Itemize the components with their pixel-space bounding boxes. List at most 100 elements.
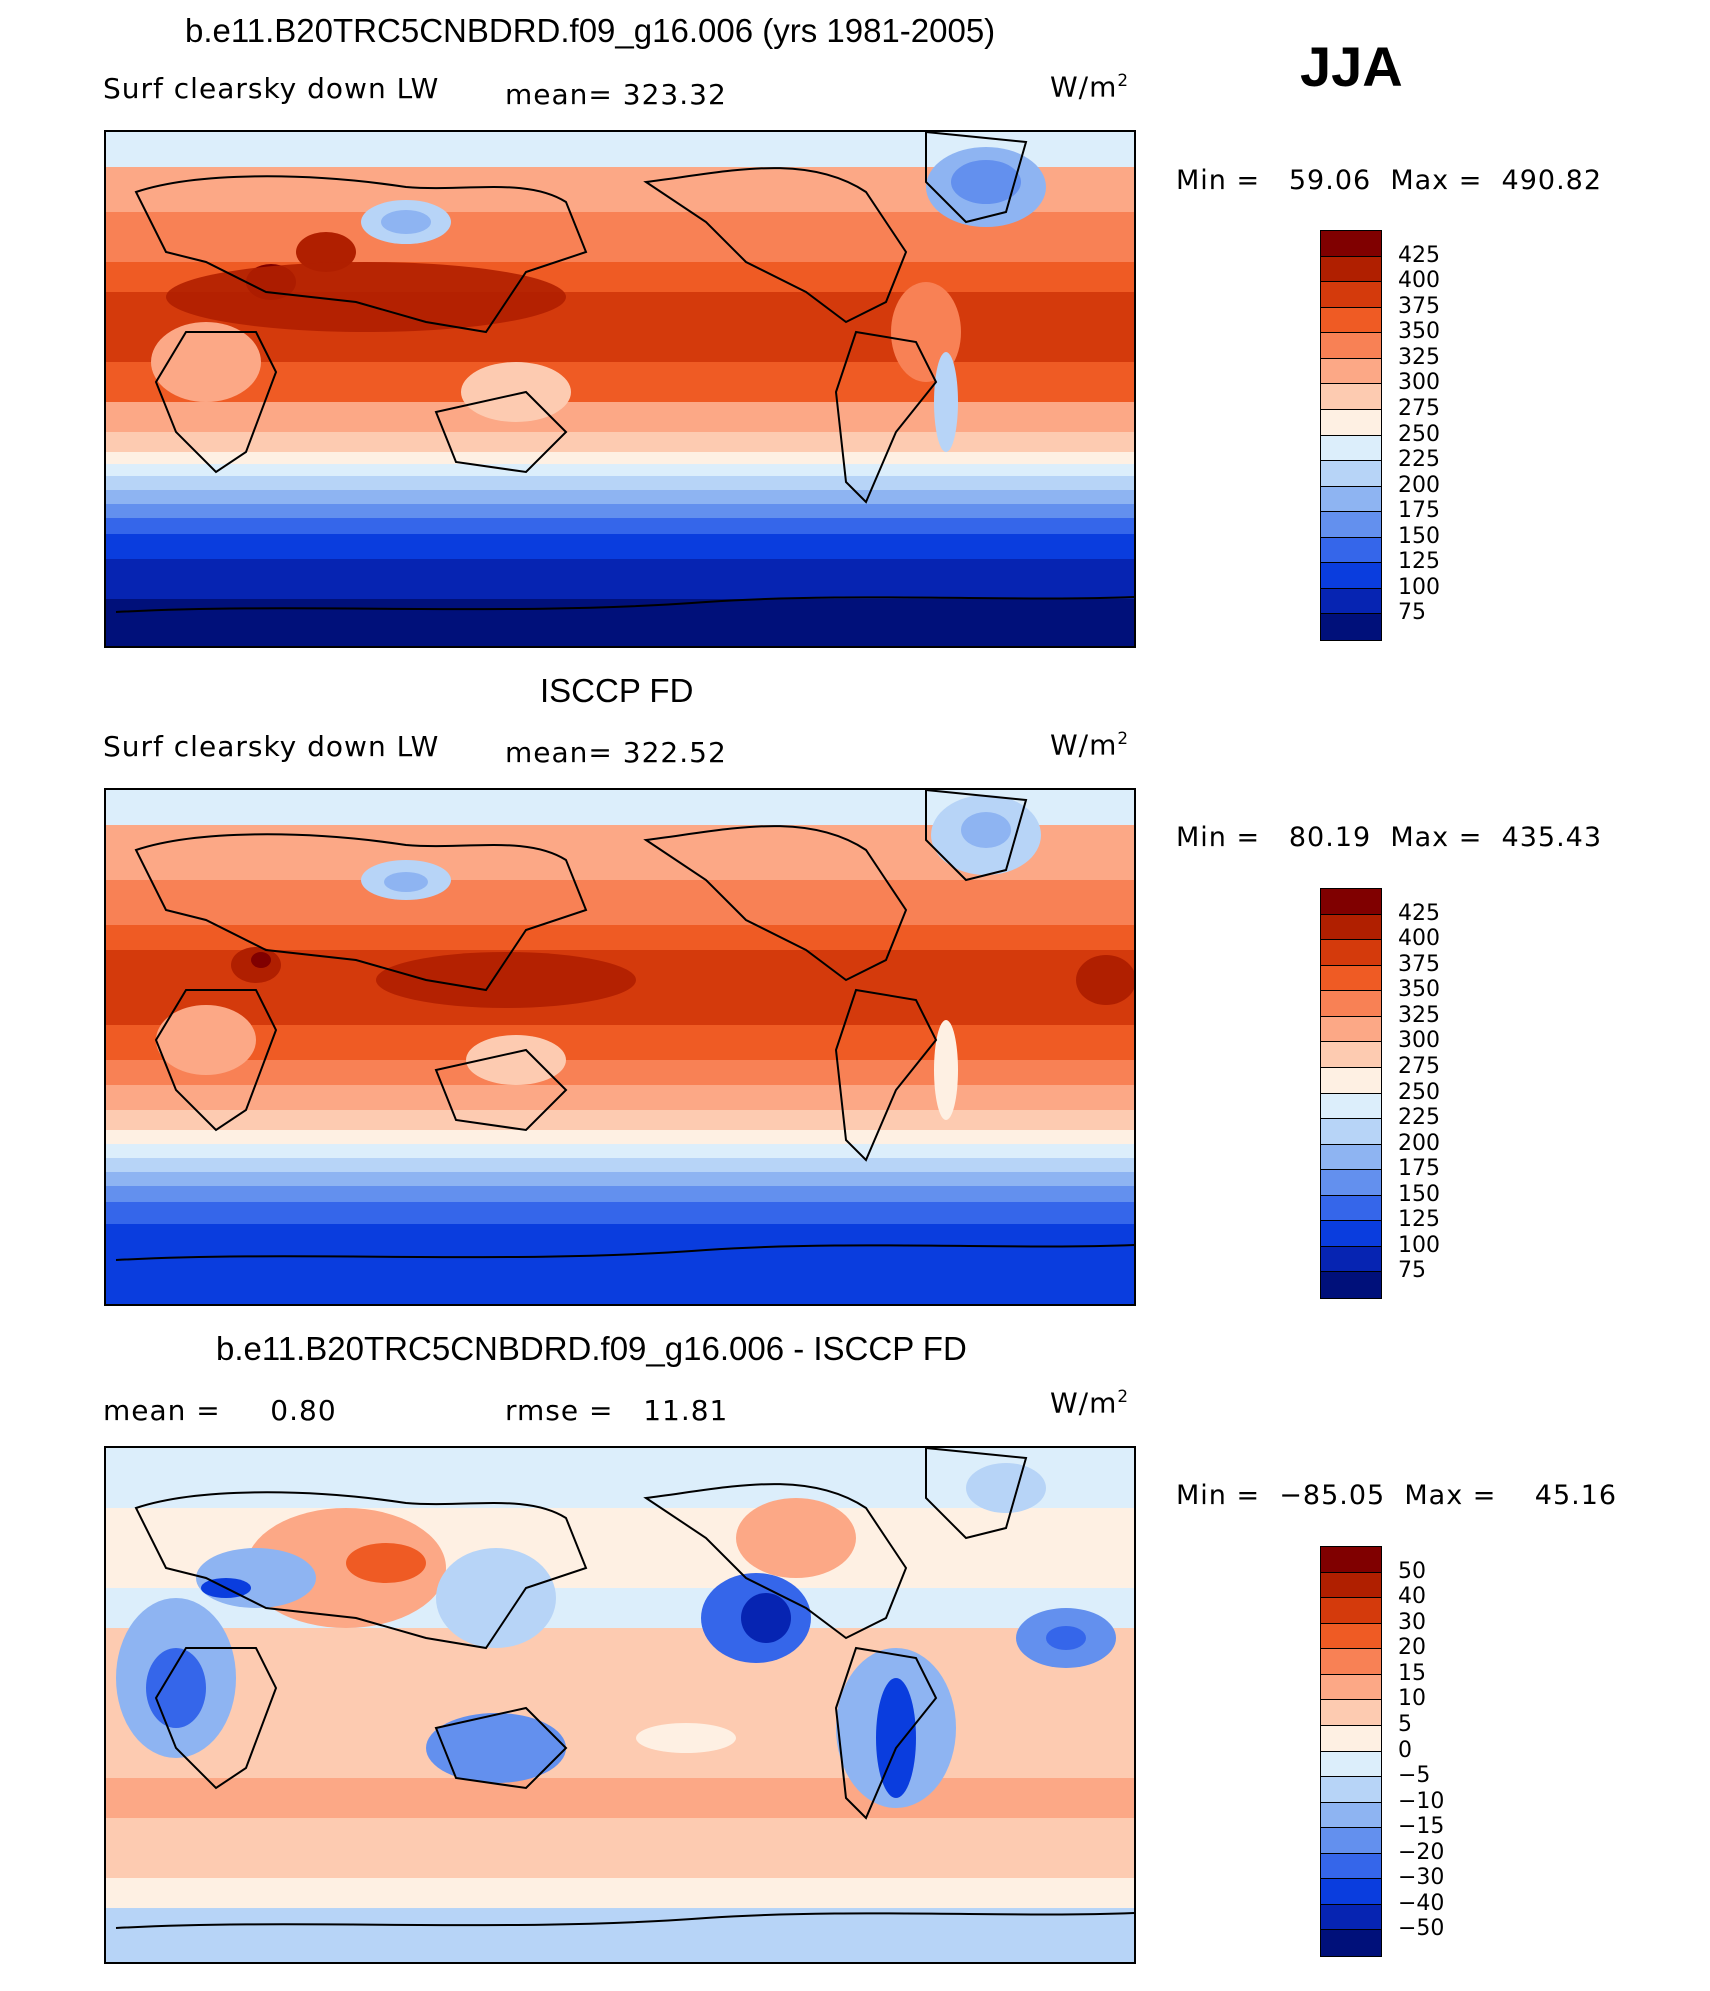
- colorbar-tick-label: 250: [1398, 421, 1440, 447]
- colorbar-tick-label: −30: [1398, 1865, 1445, 1891]
- colorbar-tick-label: 40: [1398, 1584, 1426, 1610]
- panel-1-variable-label: Surf clearsky down LW: [103, 72, 440, 105]
- colorbar-tick-label: 425: [1398, 242, 1440, 268]
- panel-2-map: [104, 788, 1136, 1306]
- colorbar-tick-label: 275: [1398, 395, 1440, 421]
- panel-1-mean-value: 323.32: [622, 78, 727, 111]
- panel-2-mean-text: mean=: [505, 736, 613, 769]
- panel-1-map-field: [106, 132, 1134, 646]
- panel-2-title: ISCCP FD: [540, 672, 694, 709]
- colorbar-tick-label: −40: [1398, 1890, 1445, 1916]
- colorbar-swatch: [1321, 1170, 1381, 1196]
- colorbar-swatch: [1321, 1725, 1381, 1752]
- colorbar-swatch: [1321, 965, 1381, 992]
- panel-2-minmax: Min = 80.19 Max = 435.43: [1176, 822, 1602, 853]
- season-label: JJA: [1300, 35, 1403, 98]
- panel-3-mean-label: mean = 0.80: [103, 1394, 337, 1427]
- colorbar-swatch: [1321, 256, 1381, 283]
- panel-3-min-label: Min =: [1176, 1480, 1261, 1511]
- colorbar-swatch: [1321, 1221, 1381, 1247]
- colorbar-tick-label: 300: [1398, 370, 1440, 396]
- colorbar-swatch: [1321, 1700, 1381, 1726]
- colorbar-tick-label: 175: [1398, 498, 1440, 524]
- colorbar-tick-label: 250: [1398, 1079, 1440, 1105]
- colorbar-tick-label: 5: [1398, 1711, 1412, 1737]
- panel-1-units-sup: 2: [1117, 70, 1130, 90]
- panel-3-min-value: −85.05: [1279, 1480, 1386, 1511]
- colorbar-swatch: [1321, 1879, 1381, 1905]
- colorbar-swatch: [1321, 889, 1381, 915]
- colorbar-swatch: [1321, 537, 1381, 564]
- colorbar-tick-label: 225: [1398, 1105, 1440, 1131]
- colorbar-tick-label: 400: [1398, 926, 1440, 952]
- colorbar-tick-label: 200: [1398, 1130, 1440, 1156]
- colorbar-swatch: [1321, 1930, 1381, 1956]
- colorbar-swatch: [1321, 1802, 1381, 1829]
- colorbar-swatch: [1321, 563, 1381, 589]
- panel-2-variable-label: Surf clearsky down LW: [103, 730, 440, 763]
- colorbar-tick-label: −20: [1398, 1839, 1445, 1865]
- panel-2-units-text: W/m: [1050, 728, 1118, 762]
- panel-3-map: [104, 1446, 1136, 1964]
- colorbar-tick-label: 175: [1398, 1156, 1440, 1182]
- colorbar-swatch: [1321, 384, 1381, 410]
- panel-3-minmax: Min = −85.05 Max = 45.16: [1176, 1480, 1617, 1511]
- panel-2-colorbar-ticks: 425 400 375 350 325 300 275 250 225 200 175 150 125 1…: [1398, 888, 1478, 1299]
- panel-2-mean-value: 322.52: [622, 736, 727, 769]
- colorbar-swatch: [1321, 1751, 1381, 1778]
- panel-2-units: W/m2: [1050, 728, 1129, 761]
- colorbar-swatch: [1321, 512, 1381, 538]
- colorbar-tick-label: 325: [1398, 344, 1440, 370]
- colorbar-swatch: [1321, 333, 1381, 359]
- colorbar-swatch: [1321, 1042, 1381, 1068]
- colorbar-tick-label: 30: [1398, 1609, 1426, 1635]
- colorbar-swatch: [1321, 1904, 1381, 1931]
- colorbar-swatch: [1321, 1674, 1381, 1701]
- colorbar-tick-label: 75: [1398, 1258, 1426, 1284]
- panel-1-min-label: Min =: [1176, 165, 1261, 196]
- panel-2-mean-label: mean= 322.52: [505, 736, 727, 769]
- colorbar-swatch: [1321, 282, 1381, 308]
- colorbar-tick-label: −5: [1398, 1763, 1431, 1789]
- colorbar-tick-label: 50: [1398, 1558, 1426, 1584]
- panel-1-min-value: 59.06: [1288, 165, 1372, 196]
- colorbar-swatch: [1321, 614, 1381, 640]
- colorbar-swatch: [1321, 358, 1381, 385]
- panel-3-colorbar-ticks: 50 40 30 20 15 10 5 0 −5 −10 −15 −20 −30 −40 −50: [1398, 1546, 1478, 1957]
- panel-2-map-field: [106, 790, 1134, 1304]
- panel-3-colorbar: [1320, 1546, 1382, 1957]
- panel-1-minmax: Min = 59.06 Max = 490.82: [1176, 165, 1602, 196]
- colorbar-tick-label: 100: [1398, 1232, 1440, 1258]
- colorbar-swatch: [1321, 991, 1381, 1017]
- panel-3-units-text: W/m: [1050, 1386, 1118, 1420]
- panel-2-min-value: 80.19: [1288, 822, 1372, 853]
- colorbar-tick-label: 350: [1398, 977, 1440, 1003]
- colorbar-swatch: [1321, 1195, 1381, 1222]
- panel-3-mean-text: mean =: [103, 1394, 221, 1427]
- panel-3-units: W/m2: [1050, 1386, 1129, 1419]
- panel-3-map-field: [106, 1448, 1134, 1962]
- panel-3-max-label: Max =: [1404, 1480, 1497, 1511]
- colorbar-swatch: [1321, 1649, 1381, 1675]
- colorbar-tick-label: 325: [1398, 1002, 1440, 1028]
- colorbar-tick-label: 0: [1398, 1737, 1412, 1763]
- panel-3-units-sup: 2: [1117, 1386, 1130, 1406]
- panel-1-units-text: W/m: [1050, 70, 1118, 104]
- panel-3-rmse-text: rmse =: [505, 1394, 614, 1427]
- colorbar-tick-label: 150: [1398, 1181, 1440, 1207]
- panel-1-colorbar: [1320, 230, 1382, 641]
- colorbar-swatch: [1321, 1598, 1381, 1624]
- colorbar-tick-label: 375: [1398, 951, 1440, 977]
- panel-1-max-label: Max =: [1390, 165, 1483, 196]
- panel-2-min-label: Min =: [1176, 822, 1261, 853]
- panel-1-mean-text: mean=: [505, 78, 613, 111]
- colorbar-swatch: [1321, 461, 1381, 487]
- panel-1-map: [104, 130, 1136, 648]
- panel-3-title: b.e11.B20TRC5CNBDRD.f09_g16.006 - ISCCP …: [216, 1330, 967, 1367]
- colorbar-swatch: [1321, 1067, 1381, 1094]
- colorbar-swatch: [1321, 940, 1381, 966]
- colorbar-tick-label: 375: [1398, 293, 1440, 319]
- colorbar-tick-label: 200: [1398, 472, 1440, 498]
- colorbar-swatch: [1321, 914, 1381, 941]
- colorbar-tick-label: −15: [1398, 1814, 1445, 1840]
